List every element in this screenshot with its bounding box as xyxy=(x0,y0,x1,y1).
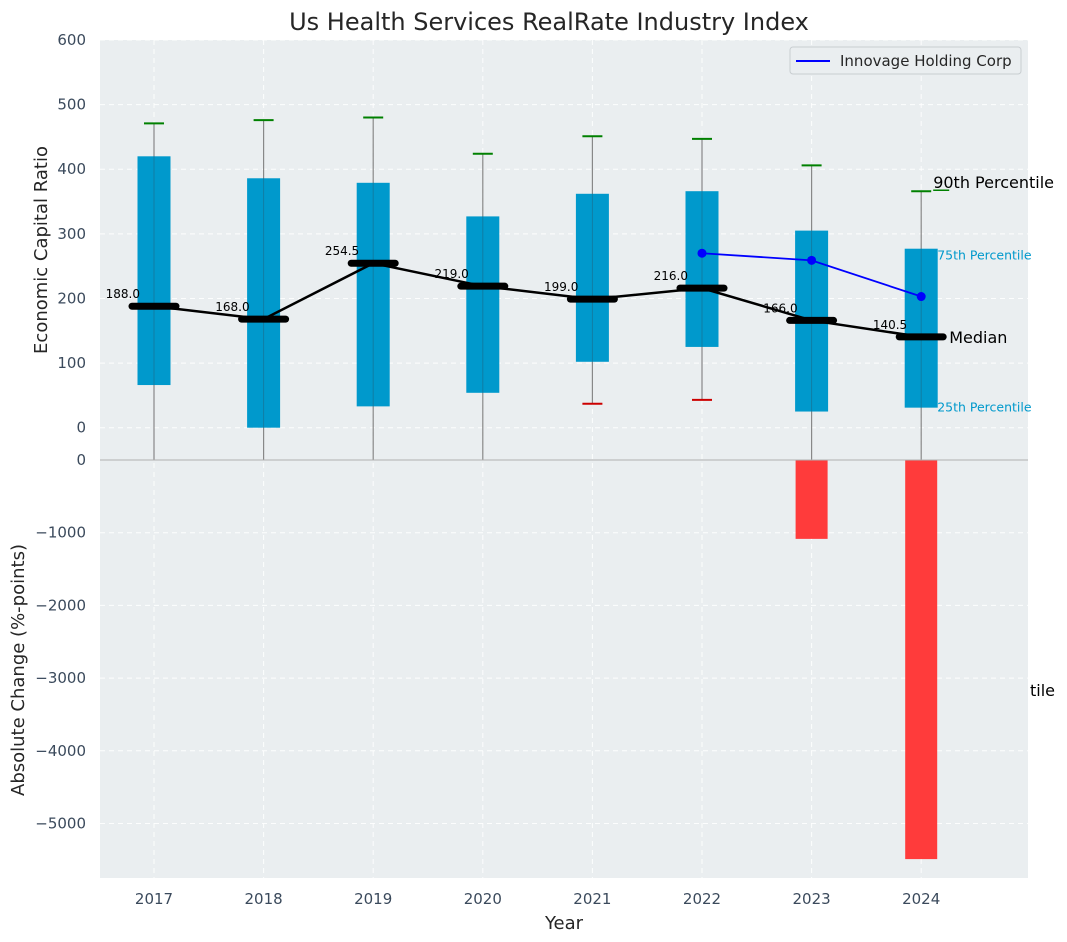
legend-label: Innovage Holding Corp xyxy=(840,52,1012,70)
chart-title: Us Health Services RealRate Industry Ind… xyxy=(289,8,809,36)
annotation-75th-percentile: 75th Percentile xyxy=(937,248,1032,263)
ticks: 0 100 200 300 400 500 600 0 −1000 −2000 −3000 −4000… xyxy=(35,31,940,908)
bottom-y-tick-label: −5000 xyxy=(35,814,86,832)
medians: 188.0 168.0 254.5 219.0 199.0 216.0 166.0 140.5 xyxy=(106,244,947,341)
annotation-clipped-label: tile xyxy=(1030,681,1055,700)
x-tick-label: 2018 xyxy=(245,890,283,908)
median-trend-line xyxy=(153,261,922,339)
top-y-tick-label: 100 xyxy=(57,354,86,372)
x-tick-label: 2023 xyxy=(793,890,831,908)
x-axis-label: Year xyxy=(544,913,584,934)
x-tick-label: 2019 xyxy=(354,890,392,908)
annotation-90th-percentile: 90th Percentile xyxy=(933,173,1054,192)
top-y-tick-label: 600 xyxy=(57,31,86,49)
top-y-axis-label: Economic Capital Ratio xyxy=(31,146,52,354)
top-y-tick-label: 500 xyxy=(57,96,86,114)
top-y-tick-label: 300 xyxy=(57,225,86,243)
bottom-y-tick-label: −1000 xyxy=(35,524,86,542)
company-series-point xyxy=(916,292,926,302)
bottom-y-axis-label: Absolute Change (%-points) xyxy=(8,544,29,796)
annotation-25th-percentile: 25th Percentile xyxy=(937,400,1032,415)
median-value-label: 166.0 xyxy=(763,301,797,315)
company-series-point xyxy=(697,248,707,258)
bottom-y-tick-label: −2000 xyxy=(35,596,86,614)
bottom-y-tick-label: −4000 xyxy=(35,742,86,760)
boxes xyxy=(137,156,938,428)
median-value-label: 168.0 xyxy=(215,300,249,314)
change-bar xyxy=(795,460,828,539)
legend: Innovage Holding Corp xyxy=(789,46,1022,75)
bottom-panel-background xyxy=(100,460,1028,878)
annotations: 90th Percentile 75th Percentile Median 25th… xyxy=(933,173,1055,700)
median-value-label: 188.0 xyxy=(106,287,140,301)
x-tick-label: 2022 xyxy=(683,890,721,908)
annotation-median: Median xyxy=(949,328,1007,347)
median-value-label: 199.0 xyxy=(544,280,578,294)
median-value-label: 254.5 xyxy=(325,244,359,258)
bottom-y-tick-label: −3000 xyxy=(35,669,86,687)
median-value-label: 140.5 xyxy=(873,318,907,332)
top-panel-background xyxy=(100,40,1028,460)
top-y-tick-label: 200 xyxy=(57,289,86,307)
median-value-label: 219.0 xyxy=(434,267,468,281)
x-tick-label: 2017 xyxy=(135,890,173,908)
top-y-tick-label: 400 xyxy=(57,160,86,178)
top-y-tick-label: 0 xyxy=(76,419,86,437)
bottom-grid xyxy=(100,532,1028,824)
median-value-label: 216.0 xyxy=(654,269,688,283)
legend-box xyxy=(789,46,1022,75)
x-tick-label: 2020 xyxy=(464,890,502,908)
company-series-point xyxy=(807,255,817,265)
change-bar xyxy=(905,460,938,860)
bottom-y-tick-label: 0 xyxy=(76,451,86,469)
company-series xyxy=(697,248,926,302)
bottom-bars xyxy=(795,460,938,860)
x-tick-label: 2024 xyxy=(902,890,940,908)
x-tick-label: 2021 xyxy=(573,890,611,908)
